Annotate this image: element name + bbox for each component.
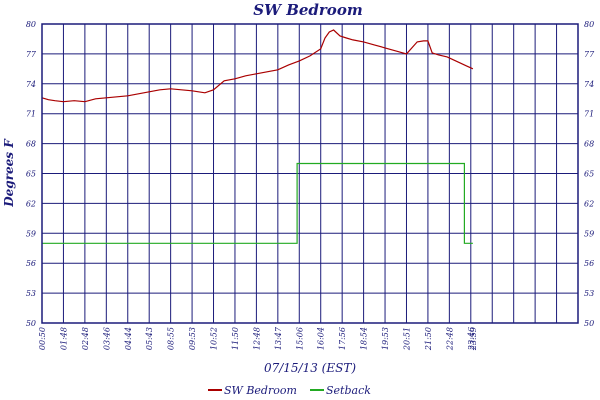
x-tick-label: 03:46 — [102, 327, 111, 350]
y-tick-label-left: 56 — [26, 259, 36, 268]
x-tick-label: 11:50 — [231, 327, 240, 350]
y-tick-label-right: 59 — [584, 229, 594, 238]
y-tick-label-right: 56 — [584, 259, 594, 268]
y-axis-label: Degrees F — [2, 138, 16, 208]
y-tick-label-right: 77 — [584, 50, 595, 59]
x-tick-label: 01:48 — [59, 327, 68, 350]
y-tick-label-right: 68 — [584, 140, 594, 149]
x-tick-label: 19:53 — [381, 327, 390, 350]
y-tick-label-left: 80 — [26, 20, 36, 29]
grid-lines — [41, 23, 579, 324]
x-tick-label: 18:54 — [360, 327, 369, 350]
legend-label-sw-bedroom: SW Bedroom — [224, 384, 297, 397]
y-tick-label-left: 59 — [26, 229, 36, 238]
x-tick-label: 15:06 — [295, 327, 304, 350]
x-tick-label: 00:50 — [38, 327, 47, 350]
chart-title: SW Bedroom — [253, 1, 362, 19]
y-ticks-right: 50 53 56 59 62 65 68 71 74 77 80 — [584, 20, 595, 328]
x-tick-label: 22:48 — [445, 327, 454, 351]
x-tick-label: 08:55 — [167, 327, 176, 350]
y-tick-label-right: 62 — [584, 199, 594, 208]
x-tick-label: 10:52 — [210, 327, 219, 350]
x-tick-label: 23:46 — [467, 327, 476, 351]
x-tick-label: 13:47 — [274, 326, 283, 350]
series-lines — [41, 29, 474, 244]
y-tick-label-left: 50 — [26, 319, 36, 328]
y-tick-label-right: 71 — [584, 110, 594, 119]
y-tick-label-right: 50 — [584, 319, 594, 328]
x-tick-label: 17:56 — [338, 327, 347, 350]
x-tick-label: 16:04 — [317, 327, 326, 350]
y-tick-label-left: 68 — [26, 140, 36, 149]
x-tick-label: 05:43 — [145, 327, 154, 350]
x-tick-label: 12:48 — [252, 327, 261, 350]
x-tick-label: 04:44 — [124, 327, 133, 350]
legend: SW Bedroom Setback — [208, 384, 371, 397]
y-tick-label-right: 80 — [584, 20, 594, 29]
x-ticks: 00:50 01:48 02:48 03:46 04:44 05:43 08:55 09:53… — [38, 326, 478, 351]
plot-frame — [41, 23, 579, 324]
x-tick-label: 09:53 — [188, 327, 197, 350]
series-line-setback — [42, 162, 473, 244]
x-tick-label: 20:51 — [402, 327, 411, 351]
y-tick-label-right: 74 — [584, 80, 594, 89]
x-tick-label: 02:48 — [81, 327, 90, 350]
y-tick-label-right: 53 — [584, 289, 594, 298]
y-tick-label-left: 71 — [26, 110, 36, 119]
series-line-sw-bedroom — [41, 29, 474, 103]
y-tick-label-left: 53 — [26, 289, 36, 298]
y-tick-label-left: 77 — [26, 50, 37, 59]
y-tick-label-left: 74 — [26, 80, 36, 89]
x-axis-label: 07/15/13 (EST) — [264, 361, 356, 375]
legend-label-setback: Setback — [326, 384, 371, 397]
y-ticks-left: 50 53 56 59 62 65 68 71 74 77 80 — [26, 20, 37, 328]
x-tick-label: 23:59 — [469, 327, 478, 351]
y-tick-label-left: 65 — [26, 170, 36, 179]
y-tick-label-right: 65 — [584, 170, 594, 179]
x-tick-label: 21:50 — [424, 327, 433, 351]
y-tick-label-left: 62 — [26, 199, 36, 208]
